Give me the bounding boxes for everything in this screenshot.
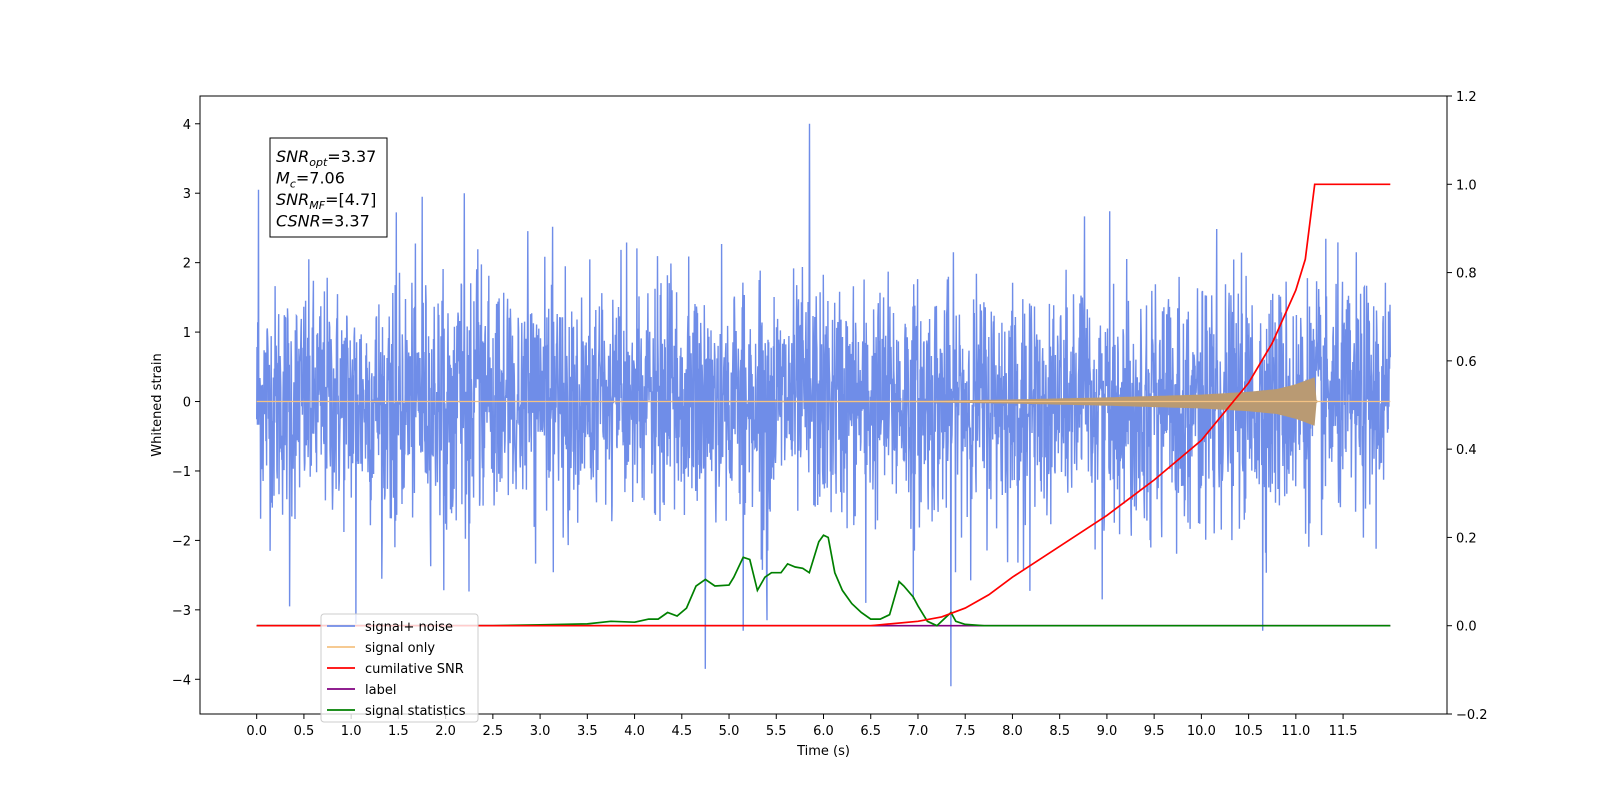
legend: signal+ noise signal only cumilative SNR la… — [320, 613, 479, 723]
x-tick-label: 11.0 — [1281, 724, 1310, 739]
legend-label: label — [365, 683, 396, 698]
x-tick-label: 7.0 — [908, 724, 929, 739]
y2-tick-label: 0.0 — [1456, 620, 1477, 635]
y-axis-left-ticks: 4 3 2 1 0 −1 −2 −3 −4 — [172, 118, 200, 688]
x-tick-label: 3.5 — [577, 724, 598, 739]
x-tick-label: 6.5 — [860, 724, 881, 739]
x-tick-label: 5.0 — [719, 724, 740, 739]
legend-label: cumilative SNR — [365, 662, 464, 677]
x-tick-label: 0.0 — [246, 724, 267, 739]
y-axis-right-ticks: 1.2 1.0 0.8 0.6 0.4 0.2 0.0 −0.2 — [1447, 90, 1488, 723]
x-tick-label: 4.5 — [671, 724, 692, 739]
annotation-line: SNRopt=3.37 — [276, 147, 376, 169]
x-axis-label: Time (s) — [796, 744, 850, 759]
x-tick-label: 8.5 — [1049, 724, 1070, 739]
x-tick-label: 4.0 — [624, 724, 645, 739]
x-tick-label: 10.5 — [1234, 724, 1263, 739]
x-tick-label: 3.0 — [530, 724, 551, 739]
y2-tick-label: 0.8 — [1456, 267, 1477, 282]
x-tick-label: 2.5 — [483, 724, 504, 739]
y-tick-label: 3 — [183, 187, 191, 202]
legend-label: signal only — [365, 641, 435, 656]
x-tick-label: 2.0 — [435, 724, 456, 739]
legend-frame — [320, 613, 479, 723]
x-tick-label: 7.5 — [955, 724, 976, 739]
y-tick-label: 2 — [183, 257, 191, 272]
annotation-line: CSNR=3.37 — [276, 212, 370, 231]
x-tick-label: 9.5 — [1144, 724, 1165, 739]
signal-statistics-line — [256, 534, 1391, 627]
annotation-line: Mc=7.06 — [276, 169, 345, 191]
signal-only-series — [256, 377, 1391, 426]
signal-noise-line — [256, 123, 1391, 687]
legend-label: signal+ noise — [365, 620, 453, 635]
y2-tick-label: −0.2 — [1456, 708, 1488, 723]
cumilative-snr-line — [256, 183, 1391, 627]
signal-noise-series — [256, 123, 1391, 687]
x-tick-label: 0.5 — [294, 724, 315, 739]
y-tick-label: −1 — [172, 465, 191, 480]
y-tick-label: 1 — [183, 326, 191, 341]
y2-tick-label: 1.2 — [1456, 90, 1477, 105]
x-axis-ticks: 0.0 0.5 1.0 1.5 2.0 2.5 3.0 3.5 4.0 4.5 5.0 5.5 6.0 6… — [246, 714, 1358, 739]
y2-tick-label: 1.0 — [1456, 178, 1477, 193]
x-tick-label: 1.0 — [341, 724, 362, 739]
annotation-frame — [269, 137, 388, 238]
y-tick-label: −3 — [172, 604, 191, 619]
x-tick-label: 11.5 — [1329, 724, 1358, 739]
y2-tick-label: 0.6 — [1456, 355, 1477, 370]
x-tick-label: 1.5 — [388, 724, 409, 739]
x-tick-label: 6.0 — [813, 724, 834, 739]
y-tick-label: 0 — [183, 396, 191, 411]
x-tick-label: 8.0 — [1002, 724, 1023, 739]
annotation-line: SNRMF=[4.7] — [276, 190, 376, 212]
y-axis-label: Whitened strain — [150, 353, 165, 456]
legend-label: signal statistics — [365, 704, 466, 719]
y2-tick-label: 0.4 — [1456, 443, 1477, 458]
y-tick-label: −4 — [172, 673, 191, 688]
x-tick-label: 5.5 — [766, 724, 787, 739]
x-tick-label: 10.0 — [1187, 724, 1216, 739]
y-tick-label: −2 — [172, 534, 191, 549]
y-tick-label: 4 — [183, 118, 191, 133]
y2-tick-label: 0.2 — [1456, 531, 1477, 546]
x-tick-label: 9.0 — [1097, 724, 1118, 739]
